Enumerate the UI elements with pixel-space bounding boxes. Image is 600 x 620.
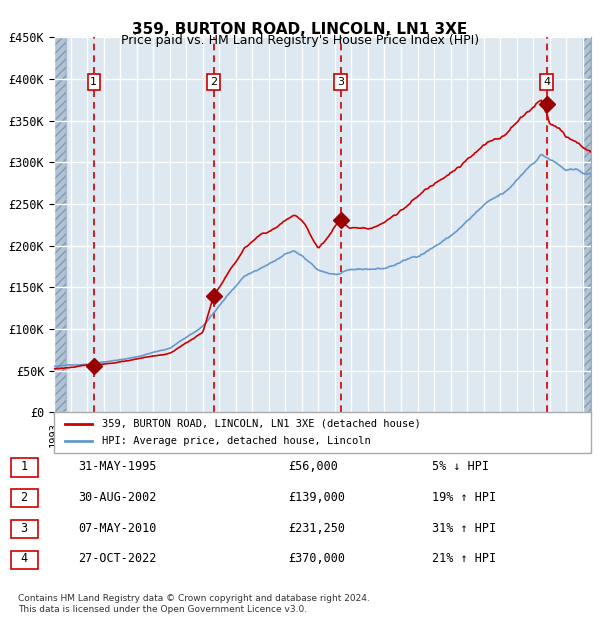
Text: £231,250: £231,250	[288, 522, 345, 534]
Text: 3: 3	[20, 522, 28, 534]
Text: 359, BURTON ROAD, LINCOLN, LN1 3XE (detached house): 359, BURTON ROAD, LINCOLN, LN1 3XE (deta…	[103, 418, 421, 428]
Bar	[54, 37, 65, 412]
Bar	[583, 37, 591, 412]
Text: 5% ↓ HPI: 5% ↓ HPI	[432, 461, 489, 473]
FancyBboxPatch shape	[11, 489, 38, 507]
Text: 4: 4	[543, 78, 550, 87]
Text: 1: 1	[91, 78, 97, 87]
Text: 30-AUG-2002: 30-AUG-2002	[78, 491, 157, 504]
Bar	[583, 37, 591, 412]
Text: 31-MAY-1995: 31-MAY-1995	[78, 461, 157, 473]
Text: 1: 1	[20, 461, 28, 473]
Text: 31% ↑ HPI: 31% ↑ HPI	[432, 522, 496, 534]
Text: 3: 3	[337, 78, 344, 87]
Text: 07-MAY-2010: 07-MAY-2010	[78, 522, 157, 534]
Text: 2: 2	[20, 491, 28, 504]
Text: Price paid vs. HM Land Registry's House Price Index (HPI): Price paid vs. HM Land Registry's House …	[121, 34, 479, 47]
Text: 19% ↑ HPI: 19% ↑ HPI	[432, 491, 496, 504]
FancyBboxPatch shape	[54, 412, 591, 453]
FancyBboxPatch shape	[11, 459, 38, 477]
Text: 2: 2	[210, 78, 217, 87]
Text: 21% ↑ HPI: 21% ↑ HPI	[432, 552, 496, 565]
Text: This data is licensed under the Open Government Licence v3.0.: This data is licensed under the Open Gov…	[18, 604, 307, 614]
FancyBboxPatch shape	[11, 520, 38, 538]
Bar	[54, 37, 65, 412]
Text: Contains HM Land Registry data © Crown copyright and database right 2024.: Contains HM Land Registry data © Crown c…	[18, 593, 370, 603]
Text: £139,000: £139,000	[288, 491, 345, 504]
FancyBboxPatch shape	[11, 551, 38, 569]
Text: £56,000: £56,000	[288, 461, 338, 473]
Text: 27-OCT-2022: 27-OCT-2022	[78, 552, 157, 565]
Text: 359, BURTON ROAD, LINCOLN, LN1 3XE: 359, BURTON ROAD, LINCOLN, LN1 3XE	[133, 22, 467, 37]
Text: £370,000: £370,000	[288, 552, 345, 565]
Text: 4: 4	[20, 552, 28, 565]
Text: HPI: Average price, detached house, Lincoln: HPI: Average price, detached house, Linc…	[103, 436, 371, 446]
